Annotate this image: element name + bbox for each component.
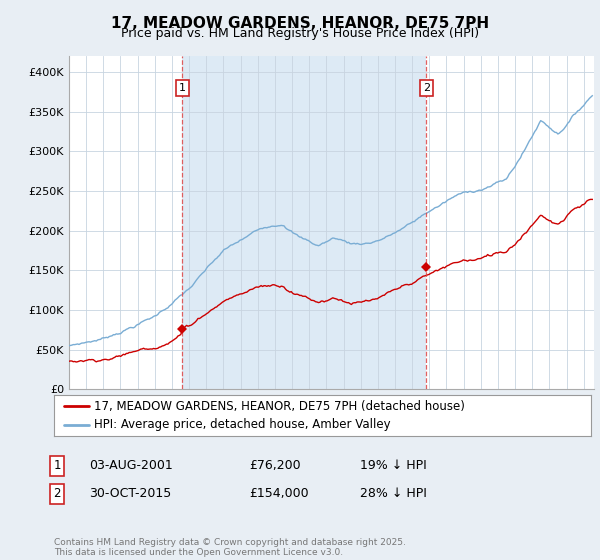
Bar — [182, 56, 427, 389]
Text: 1: 1 — [179, 83, 186, 93]
Text: 28% ↓ HPI: 28% ↓ HPI — [360, 487, 427, 501]
Text: 1: 1 — [53, 459, 61, 473]
Text: 2: 2 — [53, 487, 61, 501]
Text: 03-AUG-2001: 03-AUG-2001 — [89, 459, 173, 473]
Text: 17, MEADOW GARDENS, HEANOR, DE75 7PH (detached house): 17, MEADOW GARDENS, HEANOR, DE75 7PH (de… — [94, 400, 465, 413]
Text: 17, MEADOW GARDENS, HEANOR, DE75 7PH: 17, MEADOW GARDENS, HEANOR, DE75 7PH — [111, 16, 489, 31]
Text: £154,000: £154,000 — [249, 487, 308, 501]
Text: 2: 2 — [423, 83, 430, 93]
Text: £76,200: £76,200 — [249, 459, 301, 473]
Text: Contains HM Land Registry data © Crown copyright and database right 2025.
This d: Contains HM Land Registry data © Crown c… — [54, 538, 406, 557]
Text: Price paid vs. HM Land Registry's House Price Index (HPI): Price paid vs. HM Land Registry's House … — [121, 27, 479, 40]
Text: HPI: Average price, detached house, Amber Valley: HPI: Average price, detached house, Ambe… — [94, 418, 391, 431]
Text: 19% ↓ HPI: 19% ↓ HPI — [360, 459, 427, 473]
Text: 30-OCT-2015: 30-OCT-2015 — [89, 487, 171, 501]
